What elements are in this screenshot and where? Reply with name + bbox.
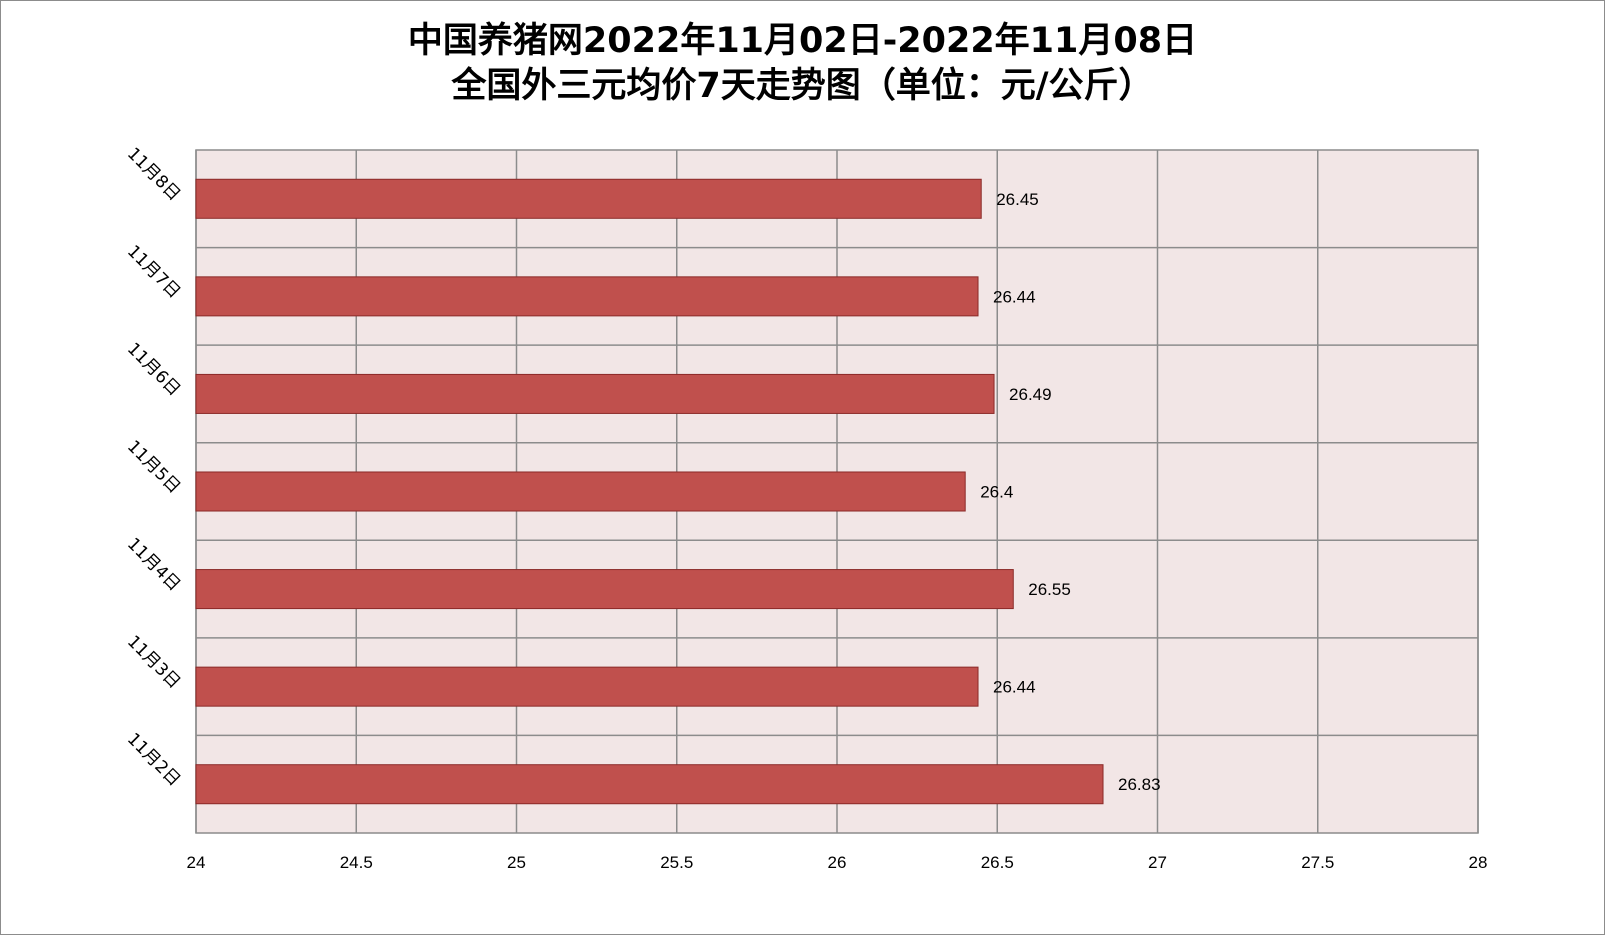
category-label: 11月2日: [123, 729, 184, 790]
category-label: 11月5日: [123, 437, 184, 498]
data-label: 26.44: [993, 678, 1036, 697]
category-label: 11月7日: [123, 241, 184, 302]
category-label: 11月4日: [123, 534, 184, 595]
category-label: 11月6日: [123, 339, 184, 400]
x-tick-label: 26.5: [981, 853, 1014, 872]
data-label: 26.4: [980, 483, 1013, 502]
data-labels: 26.83 26.44 26.55 26.4 26.49 26.44 26.45: [980, 190, 1160, 794]
chart-title-line1: 中国养猪网2022年11月02日-2022年11月08日: [407, 21, 1198, 61]
data-label: 26.44: [993, 287, 1036, 306]
bar-6: [195, 276, 979, 317]
x-axis-ticks: 24 24.5 25 25.5 26 26.5 27 27.5 28: [187, 853, 1488, 872]
data-label: 26.55: [1028, 580, 1071, 599]
x-tick-label: 26: [828, 853, 847, 872]
bar-2: [195, 666, 979, 707]
chart-title-line2: 全国外三元均价7天走势图（单位：元/公斤）: [451, 66, 1154, 106]
category-label: 11月8日: [123, 144, 184, 205]
bar-3: [195, 569, 1014, 610]
category-label: 11月3日: [123, 632, 184, 693]
x-tick-label: 25.5: [660, 853, 693, 872]
data-label: 26.83: [1118, 775, 1161, 794]
y-axis-categories: 11月2日 11月3日 11月4日 11月5日 11月6日 11月7日 11月8日: [123, 144, 184, 791]
grid-lines: [195, 150, 1479, 833]
data-label: 26.45: [996, 190, 1039, 209]
x-tick-label: 24.5: [340, 853, 373, 872]
bar-7: [195, 178, 982, 219]
x-tick-label: 25: [507, 853, 526, 872]
bar-1: [195, 764, 1104, 805]
x-tick-label: 24: [187, 853, 206, 872]
bars: [195, 178, 1104, 805]
x-tick-label: 27.5: [1301, 853, 1334, 872]
x-tick-label: 28: [1469, 853, 1488, 872]
data-label: 26.49: [1009, 385, 1052, 404]
bar-5: [195, 373, 995, 414]
bar-4: [195, 471, 966, 512]
x-tick-label: 27: [1148, 853, 1167, 872]
